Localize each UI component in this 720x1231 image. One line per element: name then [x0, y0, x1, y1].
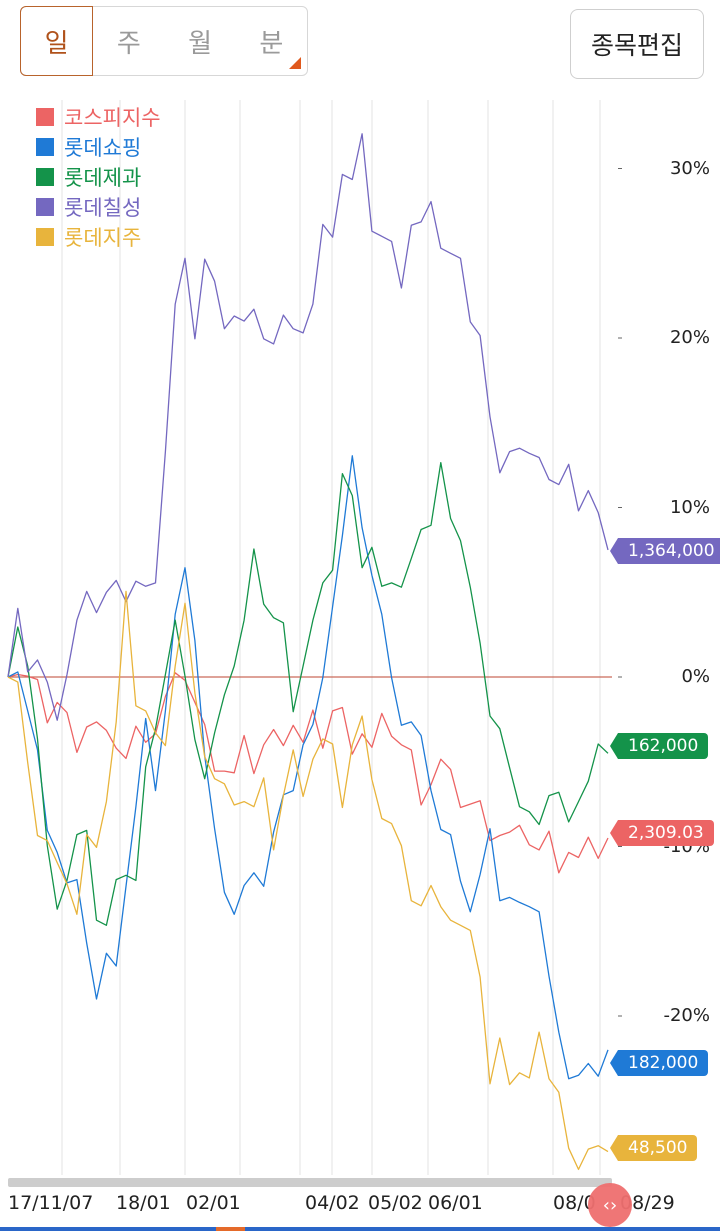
legend-item: 롯데지주 [36, 222, 161, 252]
x-tick-label: 05/02 [368, 1192, 423, 1214]
x-tick-label: 02/01 [186, 1192, 241, 1214]
legend-item: 롯데칠성 [36, 192, 161, 222]
last-value-tag: 1,364,000 [610, 538, 720, 564]
series-line-0 [7, 672, 609, 874]
legend-swatch [36, 228, 54, 246]
legend-label: 코스피지수 [64, 106, 161, 130]
period-tab-week[interactable]: 주 [116, 28, 141, 59]
x-tick-label: 06/01 [428, 1192, 483, 1214]
period-tab-minute[interactable]: 분 [259, 28, 284, 59]
x-tick-label: 17/11/07 [8, 1192, 94, 1214]
series-line-3 [7, 133, 609, 721]
last-value-tag: 182,000 [609, 1050, 709, 1076]
series-line-4 [7, 590, 609, 1171]
legend-item: 롯데제과 [36, 162, 161, 192]
period-selector: 일 주 월 분 [20, 6, 308, 76]
edit-stocks-button[interactable]: 종목편집 [570, 9, 704, 79]
y-tick-label: 0% [681, 666, 710, 687]
legend-label: 롯데쇼핑 [64, 136, 142, 160]
x-tick-label: 04/02 [305, 1192, 360, 1214]
x-tick-label: 08/0 [553, 1192, 596, 1214]
series-line-1 [7, 455, 609, 1080]
y-tick-label: -20% [663, 1005, 710, 1026]
scroll-handle-icon[interactable]: ‹› [588, 1183, 632, 1227]
x-tick-label: 08/29 [620, 1192, 675, 1214]
y-tick-label: 10% [669, 496, 710, 518]
legend-item: 코스피지수 [36, 102, 161, 132]
legend-label: 롯데칠성 [64, 196, 142, 220]
last-value-tag: 2,309.03 [610, 820, 714, 846]
x-tick-label: 18/01 [116, 1192, 171, 1214]
legend-swatch [36, 108, 54, 126]
y-tick-label: 30% [669, 157, 710, 179]
period-tab-day[interactable]: 일 [20, 6, 94, 76]
last-value-tag: 162,000 [609, 733, 709, 759]
dropdown-corner-icon [289, 57, 301, 69]
legend-swatch [36, 138, 54, 156]
legend-swatch [36, 168, 54, 186]
bottom-accent-bar [0, 1227, 720, 1231]
legend-label: 롯데제과 [64, 166, 142, 190]
chart-scrollbar[interactable] [8, 1178, 612, 1187]
series-line-2 [7, 461, 609, 926]
legend-item: 롯데쇼핑 [36, 132, 161, 162]
legend-label: 롯데지주 [64, 226, 142, 250]
period-tab-month[interactable]: 월 [188, 28, 213, 59]
last-value-tag: 48,500 [609, 1135, 698, 1161]
legend-swatch [36, 198, 54, 216]
y-tick-label: 20% [669, 327, 710, 348]
